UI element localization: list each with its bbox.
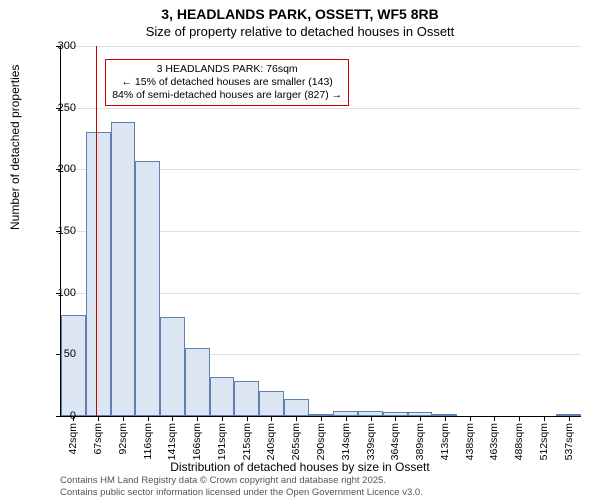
xtick-mark: [395, 416, 396, 421]
y-axis-label: Number of detached properties: [8, 65, 22, 230]
xtick-label: 240sqm: [265, 423, 277, 460]
chart-container: 3, HEADLANDS PARK, OSSETT, WF5 8RB Size …: [0, 0, 600, 500]
ytick-label: 300: [46, 40, 76, 52]
xtick-mark: [494, 416, 495, 421]
xtick-mark: [296, 416, 297, 421]
marker-line: [96, 46, 97, 416]
gridline: [61, 108, 581, 109]
bar: [86, 132, 111, 416]
xtick-label: 314sqm: [340, 423, 352, 460]
xtick-mark: [420, 416, 421, 421]
bar: [259, 391, 284, 416]
bar: [160, 317, 185, 416]
xtick-label: 215sqm: [241, 423, 253, 460]
xtick-mark: [123, 416, 124, 421]
bar: [210, 377, 235, 416]
xtick-label: 339sqm: [365, 423, 377, 460]
xtick-label: 413sqm: [439, 423, 451, 460]
bar: [135, 161, 160, 416]
xtick-mark: [519, 416, 520, 421]
bar: [185, 348, 210, 416]
bar: [234, 381, 259, 416]
chart-subtitle: Size of property relative to detached ho…: [0, 22, 600, 39]
x-axis-label: Distribution of detached houses by size …: [0, 460, 600, 474]
xtick-mark: [371, 416, 372, 421]
xtick-label: 166sqm: [191, 423, 203, 460]
xtick-label: 67sqm: [92, 423, 104, 455]
xtick-mark: [197, 416, 198, 421]
ytick-label: 200: [46, 163, 76, 175]
xtick-label: 438sqm: [464, 423, 476, 460]
annotation-line2: ← 15% of detached houses are smaller (14…: [112, 76, 342, 89]
xtick-mark: [445, 416, 446, 421]
annotation-box: 3 HEADLANDS PARK: 76sqm ← 15% of detache…: [105, 59, 349, 106]
xtick-label: 141sqm: [166, 423, 178, 460]
xtick-label: 537sqm: [563, 423, 575, 460]
ytick-label: 250: [46, 102, 76, 114]
xtick-mark: [98, 416, 99, 421]
xtick-label: 512sqm: [538, 423, 550, 460]
bar: [111, 122, 136, 416]
xtick-label: 42sqm: [67, 423, 79, 455]
xtick-mark: [172, 416, 173, 421]
xtick-mark: [470, 416, 471, 421]
xtick-mark: [346, 416, 347, 421]
xtick-mark: [222, 416, 223, 421]
chart-title: 3, HEADLANDS PARK, OSSETT, WF5 8RB: [0, 0, 600, 22]
footer-line2: Contains public sector information licen…: [60, 487, 423, 498]
bar: [61, 315, 86, 416]
xtick-label: 389sqm: [414, 423, 426, 460]
xtick-mark: [148, 416, 149, 421]
xtick-label: 191sqm: [216, 423, 228, 460]
xtick-label: 290sqm: [315, 423, 327, 460]
xtick-mark: [271, 416, 272, 421]
xtick-label: 265sqm: [290, 423, 302, 460]
gridline: [61, 46, 581, 47]
xtick-label: 364sqm: [389, 423, 401, 460]
ytick-label: 0: [46, 410, 76, 422]
bar: [284, 399, 309, 416]
ytick-label: 100: [46, 287, 76, 299]
xtick-label: 116sqm: [142, 423, 154, 460]
xtick-mark: [544, 416, 545, 421]
xtick-mark: [569, 416, 570, 421]
ytick-label: 150: [46, 225, 76, 237]
xtick-mark: [247, 416, 248, 421]
xtick-label: 463sqm: [488, 423, 500, 460]
xtick-label: 92sqm: [117, 423, 129, 455]
ytick-label: 50: [46, 348, 76, 360]
footer-line1: Contains HM Land Registry data © Crown c…: [60, 475, 423, 486]
annotation-line1: 3 HEADLANDS PARK: 76sqm: [112, 63, 342, 76]
plot-area: 3 HEADLANDS PARK: 76sqm ← 15% of detache…: [60, 46, 581, 417]
xtick-label: 488sqm: [513, 423, 525, 460]
xtick-mark: [321, 416, 322, 421]
footer: Contains HM Land Registry data © Crown c…: [60, 475, 423, 498]
annotation-line3: 84% of semi-detached houses are larger (…: [112, 89, 342, 102]
